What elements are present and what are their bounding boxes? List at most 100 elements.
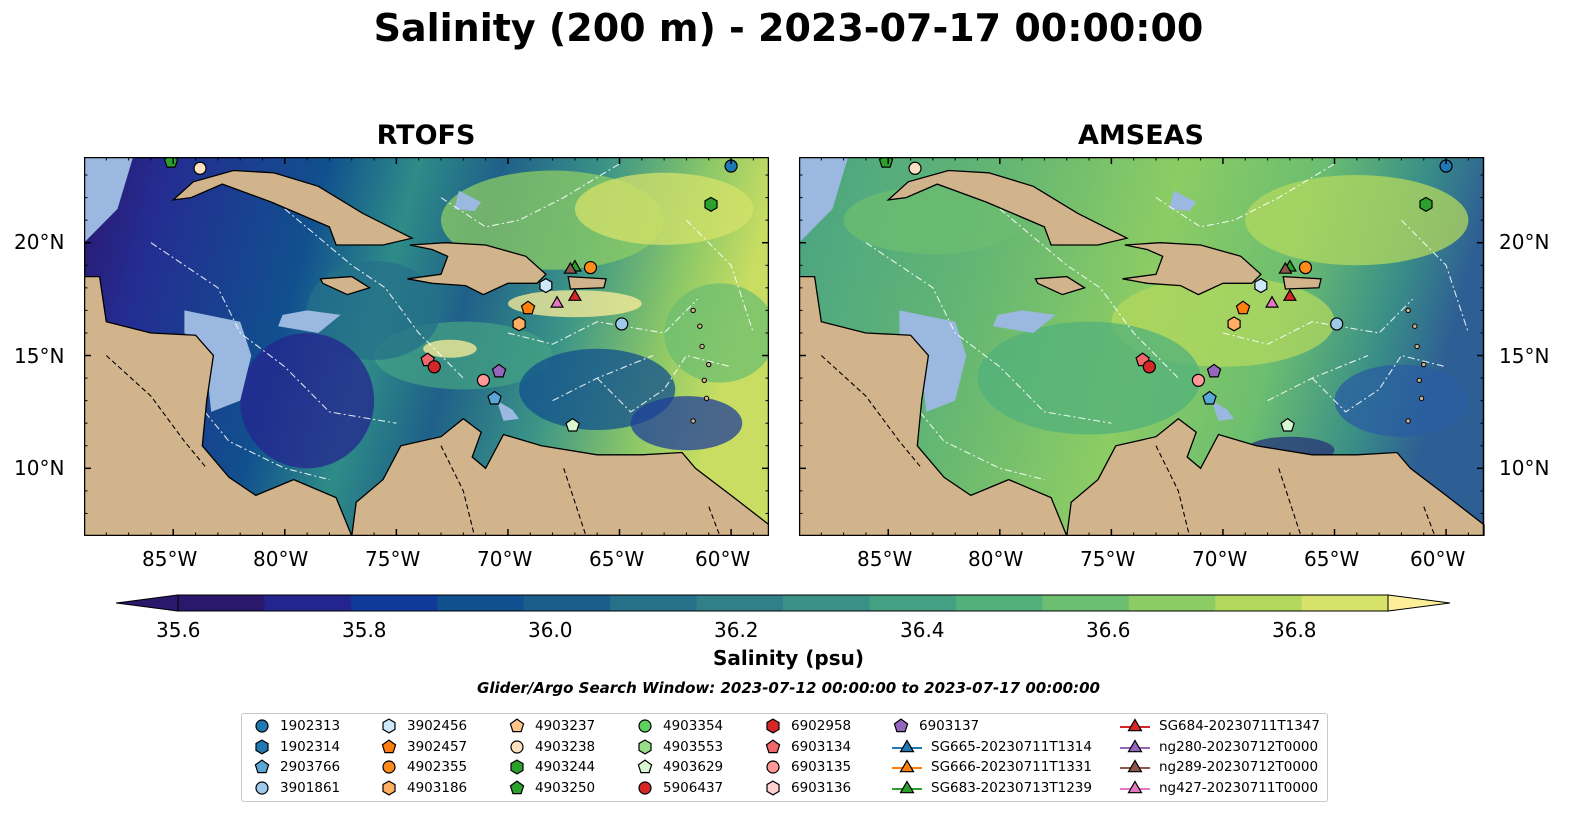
legend-marker	[638, 780, 652, 795]
triangle-marker-icon	[892, 779, 922, 793]
legend-label: SG666-20230711T1331	[931, 759, 1092, 775]
pentagon-marker-icon	[637, 759, 653, 774]
observation-marker	[539, 278, 553, 294]
legend-marker	[899, 738, 915, 752]
colorbar-bin	[955, 595, 1043, 611]
island	[1416, 377, 1422, 384]
colorbar-bin	[1042, 595, 1130, 611]
colorbar-tick-36-6: 36.6	[1086, 618, 1131, 642]
search-window-caption: Glider/Argo Search Window: 2023-07-12 00…	[477, 679, 1100, 697]
colorbar-tick-36-0: 36.0	[528, 618, 573, 642]
legend-marker	[255, 738, 269, 755]
central-america-land	[799, 275, 1068, 536]
figure-title: Salinity (200 m) - 2023-07-17 00:00:00	[373, 6, 1204, 50]
legend-label: 6903137	[919, 718, 980, 734]
colorbar-bin	[783, 595, 871, 611]
island	[703, 395, 710, 402]
island	[1421, 361, 1427, 368]
hexagon-marker-icon	[766, 779, 780, 796]
observation-marker	[1235, 300, 1251, 315]
island	[1405, 307, 1411, 314]
country-border	[1278, 468, 1302, 536]
legend-label: 1902314	[280, 738, 341, 755]
legend-label: 6903136	[791, 779, 852, 796]
circle-marker-icon	[638, 780, 652, 795]
legend-item: 5906437	[635, 778, 723, 798]
legend-item: SG684-20230711T1347	[1119, 716, 1320, 736]
observation-marker	[163, 157, 179, 168]
hexagon-marker-icon	[638, 738, 652, 755]
island	[690, 307, 696, 314]
legend-label: SG683-20230713T1239	[931, 779, 1092, 796]
cuba-land	[171, 169, 414, 246]
lon-label-amseas-70w: 70°W	[1192, 547, 1248, 571]
legend-item: 1902313	[252, 716, 340, 736]
shallow-shelf	[1211, 400, 1235, 421]
legend-label: 4902355	[407, 759, 468, 775]
triangle-marker-icon	[1120, 779, 1150, 793]
legend-marker	[510, 739, 524, 754]
legend-item: 4903186	[379, 778, 467, 798]
legend-marker	[765, 738, 781, 753]
shallow-shelf	[1169, 190, 1197, 212]
legend-marker	[254, 759, 270, 774]
south-america-land	[1066, 417, 1485, 536]
legend-marker	[899, 759, 915, 773]
observation-marker	[1282, 288, 1297, 301]
triangle-marker-icon	[1120, 738, 1150, 752]
colorbar-tick-35-8: 35.8	[342, 618, 387, 642]
legend-label: 4903238	[535, 738, 596, 755]
legend-marker	[381, 738, 397, 753]
observation-marker	[563, 261, 578, 274]
pentagon-marker-icon	[893, 718, 909, 733]
observation-marker	[1280, 417, 1295, 432]
south-america-land	[351, 417, 769, 536]
shallow-shelf	[799, 157, 849, 243]
lon-label-amseas-80w: 80°W	[968, 547, 1024, 571]
central-america-land	[84, 275, 353, 536]
salinity-eddy	[240, 332, 375, 469]
colorbar-bin	[869, 595, 957, 611]
legend-label: 4903244	[535, 759, 596, 775]
legend-item: 4903629	[635, 757, 723, 777]
legend-marker	[638, 738, 652, 755]
observation-marker	[704, 196, 718, 212]
cuba-land	[886, 169, 1129, 246]
observation-marker	[193, 161, 207, 175]
shallow-shelf	[454, 190, 482, 212]
country-border	[1423, 506, 1436, 536]
legend-label: 4903186	[407, 779, 468, 796]
legend-item: SG683-20230713T1239	[891, 778, 1092, 798]
observation-marker	[878, 157, 894, 168]
panel-title-rtofs: RTOFS	[376, 120, 476, 151]
map-frame	[84, 157, 769, 536]
legend-item: SG665-20230711T1314	[891, 737, 1092, 757]
shallow-shelf	[496, 400, 520, 421]
colorbar-bin	[523, 595, 611, 611]
legend-label: SG665-20230711T1314	[931, 738, 1092, 755]
legend-item: 4903237	[507, 716, 595, 736]
pentagon-marker-icon	[254, 759, 270, 774]
observation-marker	[476, 373, 490, 387]
circle-marker-icon	[638, 719, 652, 733]
island	[697, 323, 703, 329]
hexagon-marker-icon	[382, 779, 396, 796]
panel-title-amseas: AMSEAS	[1078, 120, 1204, 151]
colorbar-tick-36-2: 36.2	[714, 618, 759, 642]
eez-boundary	[865, 242, 1112, 424]
lat-label-right-10n: 10°N	[1499, 456, 1550, 480]
legend-marker	[899, 779, 915, 793]
legend-marker	[382, 760, 396, 774]
salinity-eddy	[1334, 364, 1469, 437]
hexagon-marker-icon	[510, 759, 524, 775]
eez-boundary	[1401, 219, 1469, 334]
legend-item: SG666-20230711T1331	[891, 757, 1092, 777]
salinity-eddy	[1245, 175, 1469, 266]
map-frame	[799, 157, 1485, 536]
colorbar-bin	[350, 595, 438, 611]
legend-label: ng280-20230712T0000	[1159, 738, 1319, 755]
pentagon-marker-icon	[765, 738, 781, 753]
lon-label-rtofs-70w: 70°W	[477, 547, 533, 571]
legend-marker	[255, 780, 269, 795]
colorbar-bin	[696, 595, 784, 611]
